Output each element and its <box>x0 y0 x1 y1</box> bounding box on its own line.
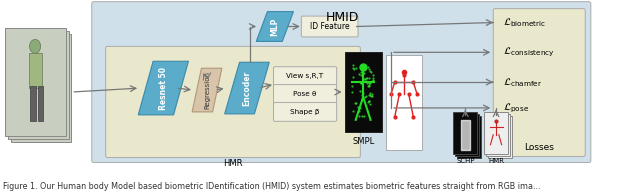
Bar <box>455 114 479 156</box>
Text: $\mathcal{L}_{\mathrm{consistency}}$: $\mathcal{L}_{\mathrm{consistency}}$ <box>502 46 554 59</box>
Ellipse shape <box>29 39 41 53</box>
Text: Encoder: Encoder <box>243 70 252 106</box>
Text: Losses: Losses <box>524 143 554 152</box>
Text: Figure 1. Our Human body Model based biometric IDentification (HMID) system esti: Figure 1. Our Human body Model based bio… <box>3 182 541 191</box>
Text: Resnet 50: Resnet 50 <box>159 66 168 110</box>
FancyBboxPatch shape <box>273 102 337 121</box>
Bar <box>344 52 381 132</box>
FancyBboxPatch shape <box>92 2 591 163</box>
Polygon shape <box>192 68 222 112</box>
Bar <box>488 116 512 158</box>
Bar <box>457 116 481 158</box>
Text: MLP: MLP <box>270 17 279 36</box>
Bar <box>38 86 44 121</box>
FancyBboxPatch shape <box>273 85 337 104</box>
FancyBboxPatch shape <box>106 46 360 158</box>
Bar <box>453 112 477 154</box>
Text: HMID: HMID <box>326 11 359 24</box>
FancyBboxPatch shape <box>5 28 66 136</box>
Text: SMPL: SMPL <box>352 137 374 146</box>
Bar <box>484 112 508 154</box>
Text: Shape β: Shape β <box>291 109 320 115</box>
FancyBboxPatch shape <box>301 16 358 37</box>
FancyBboxPatch shape <box>493 9 585 157</box>
Bar <box>486 114 510 156</box>
Text: $\mathcal{L}_{\mathrm{chamfer}}$: $\mathcal{L}_{\mathrm{chamfer}}$ <box>502 76 542 89</box>
Polygon shape <box>225 62 269 114</box>
Text: HMR: HMR <box>488 158 504 164</box>
Bar <box>31 86 36 121</box>
Text: Regression: Regression <box>204 71 210 109</box>
Polygon shape <box>138 61 188 115</box>
Text: SCHP: SCHP <box>456 158 475 164</box>
FancyBboxPatch shape <box>273 67 337 86</box>
Bar <box>29 53 42 88</box>
Text: HMR: HMR <box>223 159 243 168</box>
FancyBboxPatch shape <box>11 35 71 142</box>
FancyBboxPatch shape <box>8 31 68 139</box>
Polygon shape <box>256 12 294 41</box>
Text: Pose θ: Pose θ <box>293 91 317 97</box>
Text: $\mathcal{L}_{\mathrm{pose}}$: $\mathcal{L}_{\mathrm{pose}}$ <box>502 101 529 115</box>
Text: $\mathcal{L}_{\mathrm{biometric}}$: $\mathcal{L}_{\mathrm{biometric}}$ <box>502 16 546 29</box>
Text: ID Feature: ID Feature <box>310 22 349 31</box>
Bar <box>387 55 422 150</box>
Text: View s,R,T: View s,R,T <box>287 73 324 79</box>
